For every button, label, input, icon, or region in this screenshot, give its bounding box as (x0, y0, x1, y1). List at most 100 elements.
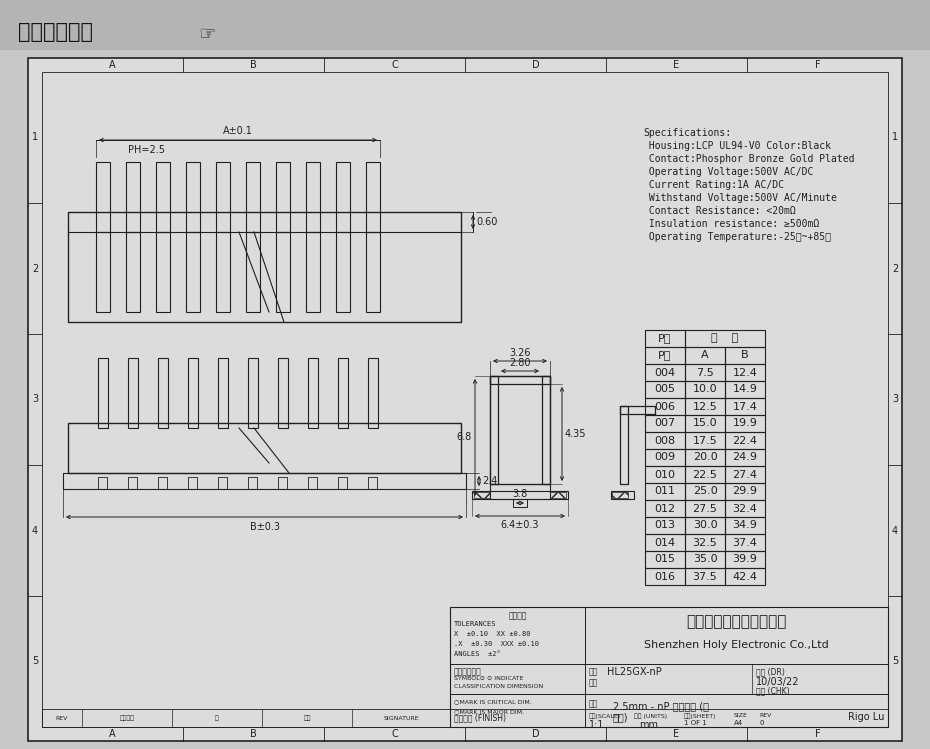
Bar (96, 162, 110, 232)
Text: PH=2.5: PH=2.5 (127, 145, 165, 155)
Text: Housing:LCP UL94-V0 Color:Black: Housing:LCP UL94-V0 Color:Black (643, 141, 831, 151)
Bar (338, 358, 348, 428)
Bar (611, 491, 634, 499)
Bar (725, 500, 765, 517)
Text: 图: 图 (215, 715, 219, 721)
Text: 15.0: 15.0 (693, 419, 717, 428)
Text: D: D (532, 60, 539, 70)
Text: 14.9: 14.9 (733, 384, 757, 395)
Bar (542, 376, 550, 484)
Text: 29.9: 29.9 (733, 487, 758, 497)
Text: 2.5mm - nP 销金公座 (小: 2.5mm - nP 销金公座 (小 (613, 701, 709, 711)
Bar (725, 534, 765, 551)
Bar (246, 232, 260, 312)
Bar (550, 492, 566, 498)
Text: SYMBOL⊙ ⊙ INDICATE: SYMBOL⊙ ⊙ INDICATE (454, 676, 524, 681)
Bar (645, 432, 685, 449)
Bar (725, 381, 765, 398)
Text: 004: 004 (655, 368, 675, 377)
Bar (645, 466, 685, 483)
Bar (216, 232, 230, 312)
Text: F: F (815, 60, 820, 70)
Text: 39.9: 39.9 (733, 554, 757, 565)
Bar (685, 466, 725, 483)
Text: 品名: 品名 (589, 699, 598, 708)
Text: Contact:Phosphor Bronze Gold Plated: Contact:Phosphor Bronze Gold Plated (643, 154, 855, 164)
Text: 2: 2 (892, 264, 898, 273)
Bar (725, 483, 765, 500)
Bar (96, 232, 110, 312)
Text: 6.8: 6.8 (457, 432, 472, 443)
Text: 32.4: 32.4 (733, 503, 757, 514)
Text: 比例(SCALE): 比例(SCALE) (589, 713, 621, 718)
Text: C: C (392, 729, 398, 739)
Text: 1: 1 (32, 133, 38, 142)
Bar (218, 477, 227, 489)
Bar (725, 466, 765, 483)
Text: SIZE: SIZE (734, 713, 748, 718)
Text: A±0.1: A±0.1 (223, 126, 253, 136)
Text: 20.0: 20.0 (693, 452, 717, 462)
Bar (336, 232, 350, 312)
Text: 3.26: 3.26 (510, 348, 531, 358)
Bar (725, 398, 765, 415)
Text: 尺    寸: 尺 寸 (711, 333, 738, 344)
Text: 22.4: 22.4 (733, 435, 758, 446)
Text: E: E (673, 729, 680, 739)
Bar (474, 492, 490, 498)
Bar (128, 358, 138, 428)
Text: A: A (109, 729, 116, 739)
Text: 1 OF 1: 1 OF 1 (684, 720, 707, 726)
Bar (645, 449, 685, 466)
Bar (68, 212, 461, 322)
Text: 10/03/22: 10/03/22 (756, 677, 799, 687)
Bar (685, 568, 725, 585)
Bar (725, 364, 765, 381)
Bar (685, 398, 725, 415)
Text: 2: 2 (32, 264, 38, 273)
Text: 17.4: 17.4 (733, 401, 757, 411)
Text: E: E (673, 60, 680, 70)
Bar (126, 162, 140, 232)
Text: 24.9: 24.9 (733, 452, 758, 462)
Bar (472, 491, 568, 499)
Bar (685, 500, 725, 517)
Text: 009: 009 (655, 452, 675, 462)
Text: ○MARK IS CRITICAL DIM.: ○MARK IS CRITICAL DIM. (454, 699, 532, 704)
Text: 检验尺寸标示: 检验尺寸标示 (454, 667, 482, 676)
Bar (366, 162, 380, 232)
Text: 制图 (DR): 制图 (DR) (756, 667, 785, 676)
Bar (645, 398, 685, 415)
Bar (490, 376, 550, 384)
Text: 2.4: 2.4 (482, 476, 498, 486)
Text: 表面处理 (FINISH): 表面处理 (FINISH) (454, 714, 506, 723)
Text: Current Rating:1A AC/DC: Current Rating:1A AC/DC (643, 180, 784, 190)
Bar (450, 607, 585, 664)
Bar (216, 162, 230, 232)
Text: A: A (701, 351, 709, 360)
Bar (128, 477, 137, 489)
Text: 25.0: 25.0 (693, 487, 717, 497)
Bar (366, 232, 380, 312)
Text: SIGNATURE: SIGNATURE (383, 715, 418, 721)
Text: 015: 015 (655, 554, 675, 565)
Bar (490, 484, 550, 499)
Bar (278, 358, 288, 428)
Text: 27.4: 27.4 (733, 470, 758, 479)
Text: REV: REV (56, 715, 68, 721)
Text: Contact Resistance: <20mΩ: Contact Resistance: <20mΩ (643, 206, 796, 216)
Text: 10.0: 10.0 (693, 384, 717, 395)
Bar (156, 232, 170, 312)
Bar (585, 664, 888, 694)
Bar (685, 517, 725, 534)
Text: 3: 3 (32, 395, 38, 404)
Bar (98, 358, 108, 428)
Text: 3.8: 3.8 (512, 489, 527, 499)
Text: 35.0: 35.0 (693, 554, 717, 565)
Text: 在线图纸下载: 在线图纸下载 (18, 22, 93, 42)
Bar (685, 381, 725, 398)
Text: 4.35: 4.35 (565, 429, 587, 439)
Text: 42.4: 42.4 (733, 571, 758, 581)
Bar (68, 423, 461, 473)
Text: 005: 005 (655, 384, 675, 395)
